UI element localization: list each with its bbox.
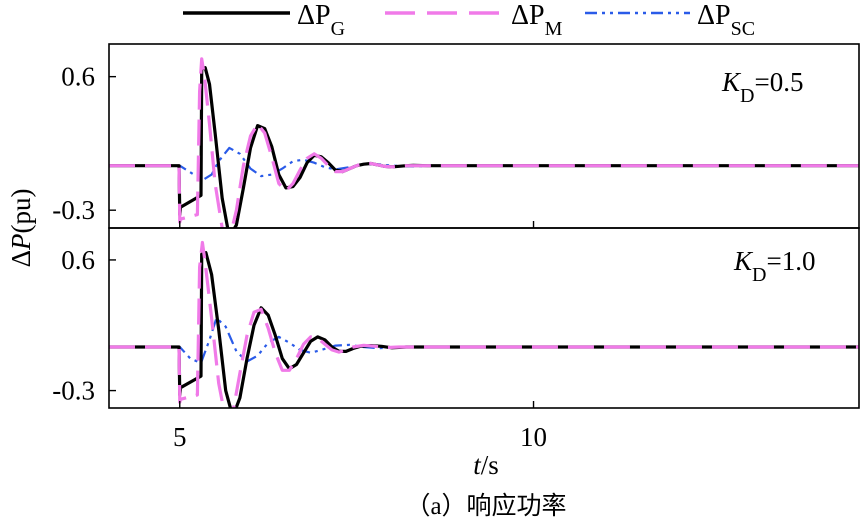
legend-label-pm: ΔPM	[511, 0, 563, 40]
series-line-pm	[109, 240, 859, 408]
panel-bottom-series	[109, 240, 859, 408]
figure-caption: （a）响应功率	[405, 492, 566, 520]
series-line-psc	[109, 146, 859, 181]
series-line-pm	[109, 57, 859, 228]
y-axis-label: ΔP(pu)	[6, 189, 36, 268]
panel-bottom-yticks: 0.6 -0.3	[52, 245, 116, 406]
panel-top: 0.6 -0.3 KD=0.5	[52, 43, 860, 229]
panel-top-annotation: KD=0.5	[721, 67, 803, 107]
panel-top-series	[109, 57, 859, 228]
y-tick-label: 0.6	[61, 62, 95, 92]
x-tick-label: 10	[520, 422, 547, 452]
x-axis-ticks: 5 10	[173, 221, 547, 452]
x-axis-label: t/s	[473, 450, 499, 480]
legend: ΔPG ΔPM ΔPSC	[183, 0, 755, 40]
legend-label-psc: ΔPSC	[697, 0, 755, 40]
legend-entry-psc: ΔPSC	[585, 0, 755, 40]
legend-entry-pm: ΔPM	[385, 0, 563, 40]
panel-bottom: 0.6 -0.3 KD=1.0	[52, 227, 860, 409]
legend-label-pg: ΔPG	[297, 0, 345, 40]
panel-bottom-frame	[108, 227, 860, 409]
y-tick-label: -0.3	[52, 376, 95, 406]
y-tick-label: 0.6	[61, 245, 95, 275]
legend-entry-pg: ΔPG	[183, 0, 345, 40]
x-tick-label: 5	[173, 422, 187, 452]
panel-bottom-annotation: KD=1.0	[733, 246, 815, 286]
panel-top-yticks: 0.6 -0.3	[52, 62, 116, 225]
y-tick-label: -0.3	[52, 195, 95, 225]
